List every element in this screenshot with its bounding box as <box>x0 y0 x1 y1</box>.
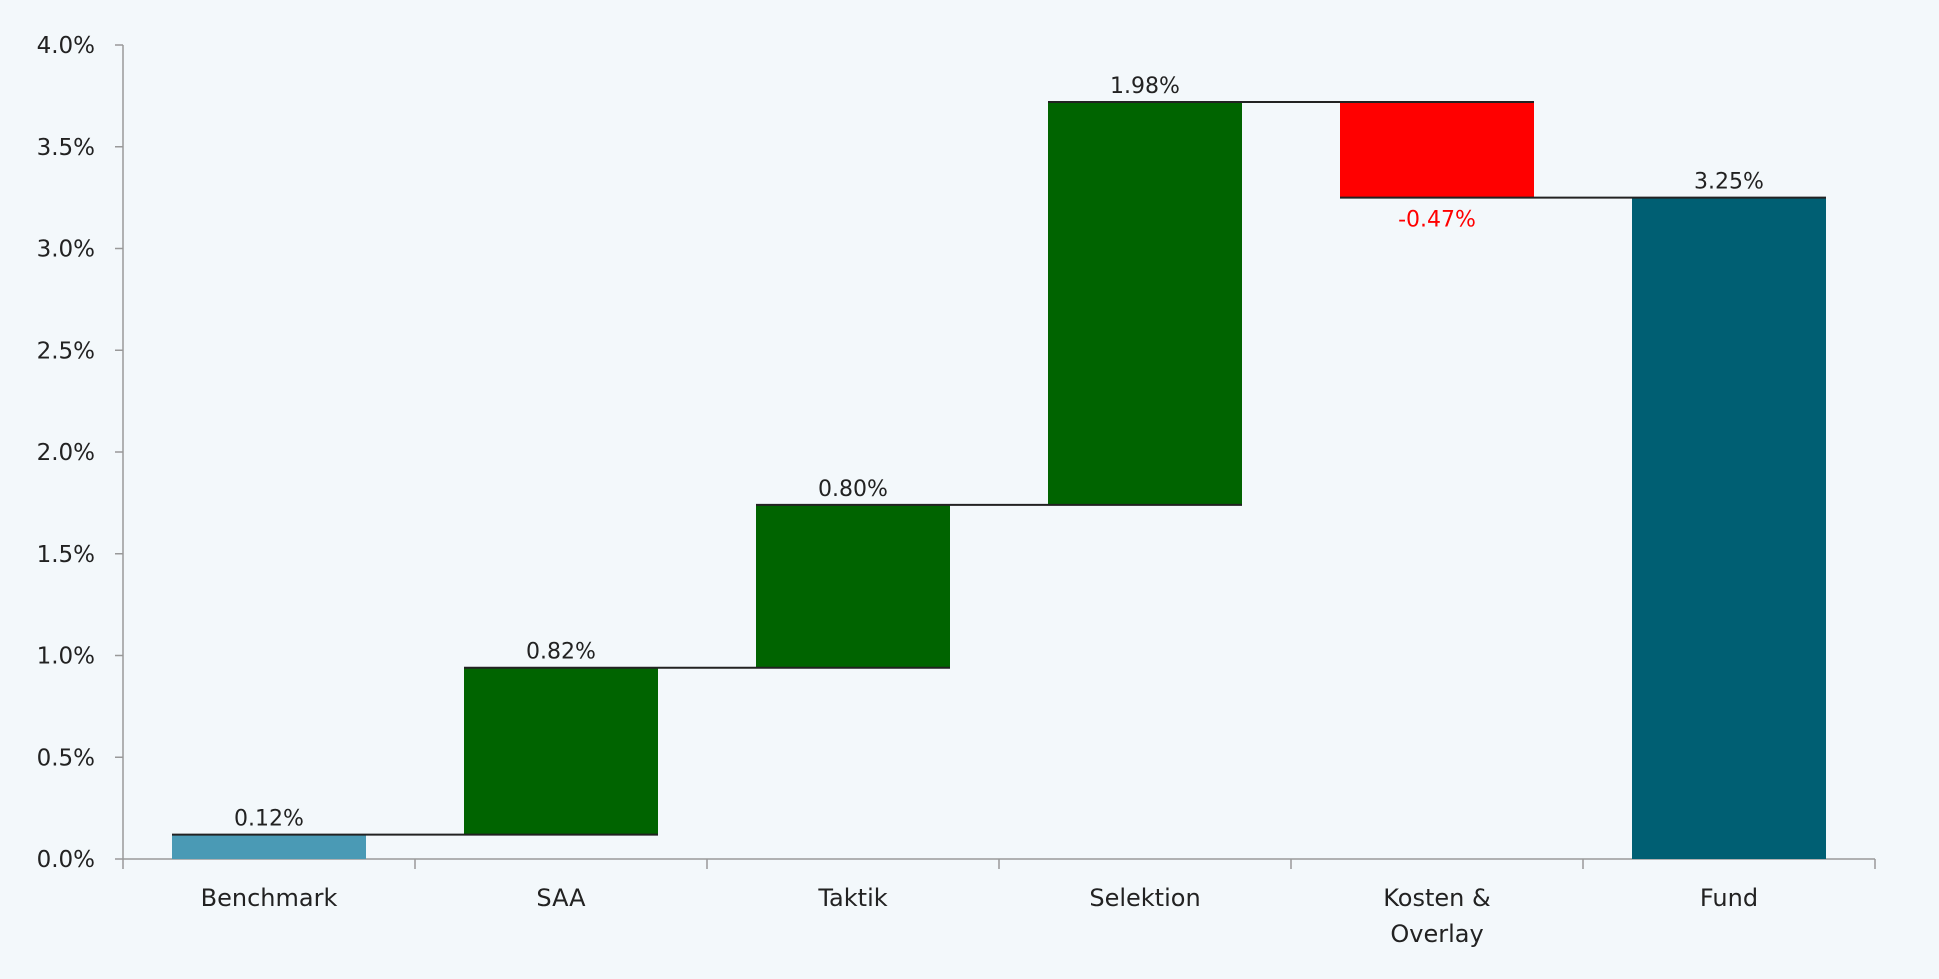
y-tick-label: 0.0% <box>37 847 95 873</box>
x-axis: Benchmark SAA Taktik Selektion Kosten & Overl… <box>122 858 1876 948</box>
x-tick-label: Kosten & <box>1383 884 1490 912</box>
y-tick-label: 3.5% <box>37 135 95 161</box>
y-tick-label: 3.0% <box>37 237 95 263</box>
x-tick-label: Benchmark <box>201 884 338 912</box>
bar-selektion <box>1048 101 1242 505</box>
y-tick-label: 2.5% <box>37 338 95 364</box>
data-label: 3.25% <box>1694 170 1764 195</box>
bar-benchmark <box>172 834 366 859</box>
data-label: 0.80% <box>818 477 888 502</box>
x-tick-label: Overlay <box>1390 920 1483 948</box>
bar-fund <box>1632 197 1826 859</box>
connectors <box>172 100 1826 836</box>
data-label: 0.82% <box>526 640 596 665</box>
x-tick-label: SAA <box>536 884 586 912</box>
y-tick-label: 4.0% <box>37 33 95 59</box>
bars <box>172 101 1826 859</box>
y-tick-label: 1.5% <box>37 542 95 568</box>
x-tick-label: Taktik <box>817 884 887 912</box>
x-tick-label: Fund <box>1700 884 1758 912</box>
y-tick-label: 1.0% <box>37 644 95 670</box>
bar-taktik <box>756 504 950 668</box>
data-label: -0.47% <box>1398 208 1476 233</box>
y-tick-label: 2.0% <box>37 440 95 466</box>
bar-kosten-overlay <box>1340 101 1534 198</box>
bar-saa <box>464 667 658 835</box>
y-tick-label: 0.5% <box>37 745 95 771</box>
data-label: 1.98% <box>1110 74 1180 99</box>
x-tick-label: Selektion <box>1089 884 1200 912</box>
y-axis: 0.0% 0.5% 1.0% 1.5% 2.0% 2.5% 3.0% 3.5% 4.0% <box>37 33 124 873</box>
data-label: 0.12% <box>234 807 304 832</box>
data-labels: 0.12% 0.82% 0.80% 1.98% -0.47% 3.25% <box>234 74 1764 832</box>
